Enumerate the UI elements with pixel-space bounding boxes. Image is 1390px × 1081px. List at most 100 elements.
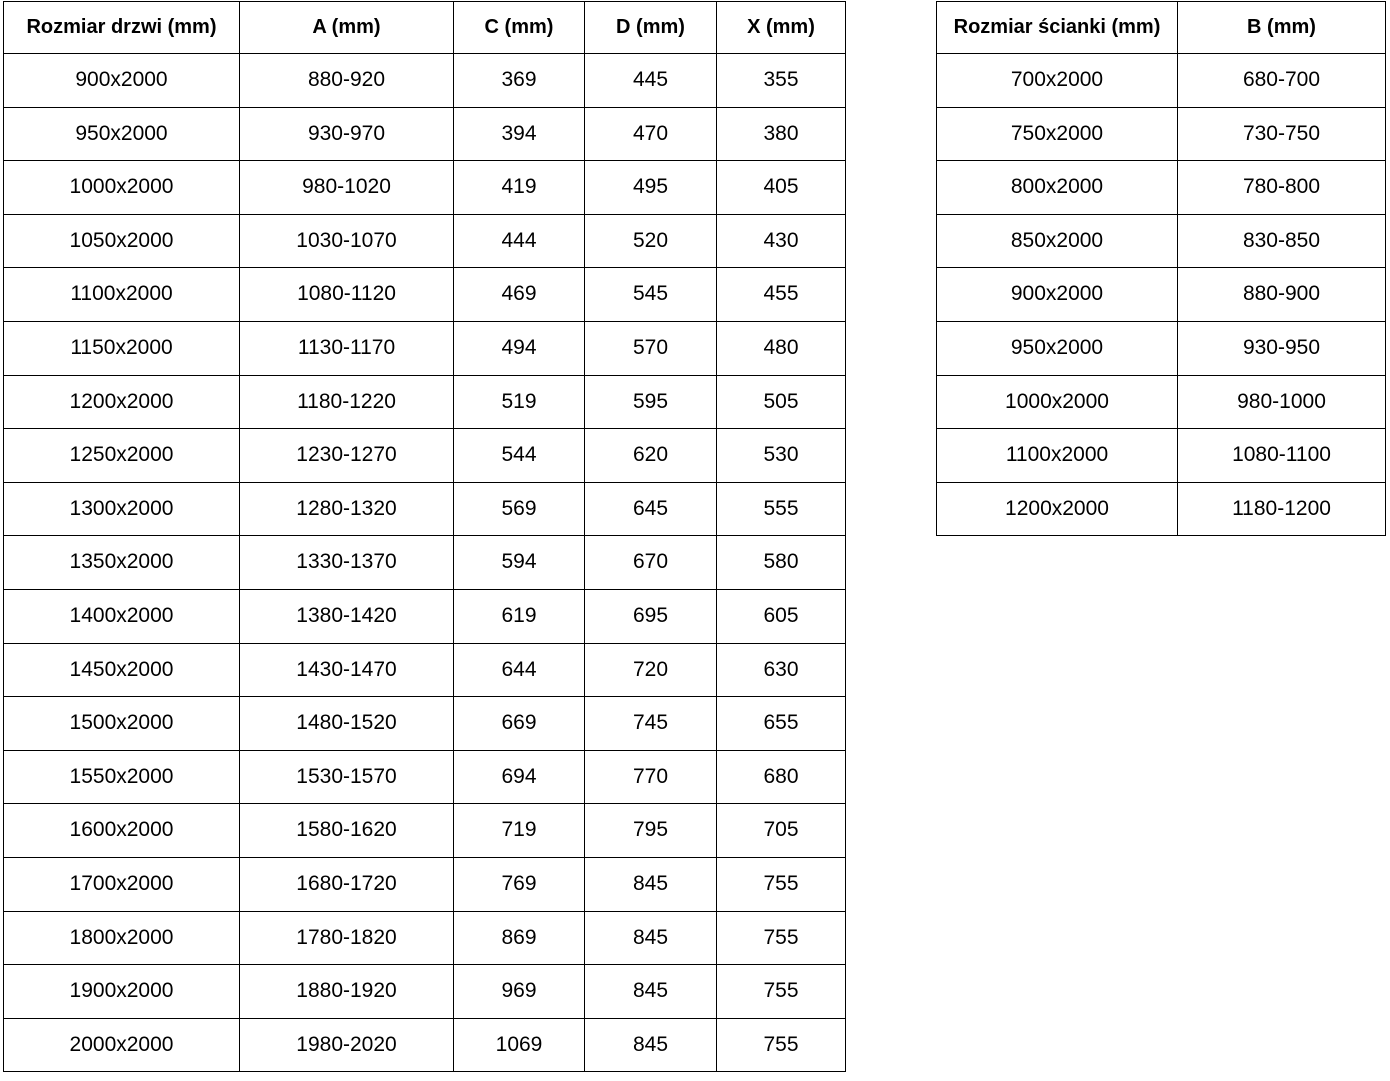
cell-d: 445: [584, 53, 717, 108]
cell-b: 880-900: [1177, 267, 1386, 322]
cell-wall-size: 1100x2000: [936, 428, 1178, 483]
table-row: 1600x2000 1580-1620 719 795 705: [3, 803, 846, 858]
cell-d: 845: [584, 964, 717, 1019]
cell-a: 1880-1920: [239, 964, 454, 1019]
table-row: 700x2000 680-700: [936, 53, 1386, 108]
cell-door-size: 1550x2000: [3, 749, 240, 805]
column-header-d: D (mm): [584, 1, 717, 54]
table-row: 1400x2000 1380-1420 619 695 605: [3, 588, 846, 644]
cell-c: 444: [453, 213, 585, 269]
table-row: 750x2000 730-750: [936, 106, 1386, 162]
cell-b: 830-850: [1177, 213, 1386, 269]
cell-wall-size: 900x2000: [936, 267, 1178, 322]
cell-door-size: 1400x2000: [3, 588, 240, 644]
door-size-table: Rozmiar drzwi (mm) A (mm) C (mm) D (mm) …: [3, 1, 846, 1073]
cell-door-size: 1450x2000: [3, 642, 240, 698]
table-header-row: Rozmiar drzwi (mm) A (mm) C (mm) D (mm) …: [3, 1, 846, 54]
cell-a: 930-970: [239, 106, 454, 162]
cell-door-size: 1150x2000: [3, 320, 240, 376]
cell-c: 719: [453, 803, 585, 858]
table-row: 1800x2000 1780-1820 869 845 755: [3, 910, 846, 966]
table-row: 1300x2000 1280-1320 569 645 555: [3, 481, 846, 537]
table-row: 1100x2000 1080-1120 469 545 455: [3, 267, 846, 322]
cell-a: 1780-1820: [239, 910, 454, 966]
cell-c: 619: [453, 588, 585, 644]
wall-table-body: 700x2000 680-700 750x2000 730-750 800x20…: [936, 53, 1386, 537]
cell-a: 1430-1470: [239, 642, 454, 698]
cell-wall-size: 950x2000: [936, 320, 1178, 376]
cell-door-size: 1050x2000: [3, 213, 240, 269]
cell-a: 1080-1120: [239, 267, 454, 322]
cell-x: 755: [716, 1017, 846, 1073]
cell-door-size: 2000x2000: [3, 1017, 240, 1073]
cell-c: 419: [453, 160, 585, 215]
cell-door-size: 1200x2000: [3, 374, 240, 430]
cell-x: 380: [716, 106, 846, 162]
column-header-rozmiar-scianki: Rozmiar ścianki (mm): [936, 1, 1178, 54]
cell-d: 470: [584, 106, 717, 162]
cell-d: 595: [584, 374, 717, 430]
cell-c: 644: [453, 642, 585, 698]
cell-x: 555: [716, 481, 846, 537]
table-row: 1350x2000 1330-1370 594 670 580: [3, 535, 846, 590]
cell-door-size: 950x2000: [3, 106, 240, 162]
column-header-rozmiar-drzwi: Rozmiar drzwi (mm): [3, 1, 240, 54]
table-row: 1550x2000 1530-1570 694 770 680: [3, 749, 846, 805]
cell-b: 980-1000: [1177, 374, 1386, 430]
cell-x: 755: [716, 910, 846, 966]
table-row: 950x2000 930-950: [936, 320, 1386, 376]
table-row: 1200x2000 1180-1220 519 595 505: [3, 374, 846, 430]
cell-x: 480: [716, 320, 846, 376]
cell-d: 845: [584, 910, 717, 966]
cell-door-size: 1700x2000: [3, 856, 240, 912]
cell-c: 494: [453, 320, 585, 376]
cell-wall-size: 1200x2000: [936, 481, 1178, 537]
cell-b: 680-700: [1177, 53, 1386, 108]
column-header-b: B (mm): [1177, 1, 1386, 54]
table-row: 2000x2000 1980-2020 1069 845 755: [3, 1017, 846, 1073]
cell-d: 745: [584, 696, 717, 751]
cell-a: 1680-1720: [239, 856, 454, 912]
cell-d: 520: [584, 213, 717, 269]
cell-d: 570: [584, 320, 717, 376]
cell-wall-size: 1000x2000: [936, 374, 1178, 430]
cell-d: 645: [584, 481, 717, 537]
table-row: 1700x2000 1680-1720 769 845 755: [3, 856, 846, 912]
table-row: 1000x2000 980-1000: [936, 374, 1386, 430]
column-header-x: X (mm): [716, 1, 846, 54]
cell-a: 1130-1170: [239, 320, 454, 376]
table-row: 1250x2000 1230-1270 544 620 530: [3, 428, 846, 483]
cell-d: 845: [584, 1017, 717, 1073]
cell-a: 1230-1270: [239, 428, 454, 483]
cell-x: 505: [716, 374, 846, 430]
cell-wall-size: 800x2000: [936, 160, 1178, 215]
cell-door-size: 900x2000: [3, 53, 240, 108]
cell-c: 394: [453, 106, 585, 162]
cell-b: 1080-1100: [1177, 428, 1386, 483]
cell-door-size: 1900x2000: [3, 964, 240, 1019]
table-row: 1050x2000 1030-1070 444 520 430: [3, 213, 846, 269]
cell-c: 1069: [453, 1017, 585, 1073]
cell-d: 845: [584, 856, 717, 912]
cell-d: 620: [584, 428, 717, 483]
column-header-c: C (mm): [453, 1, 585, 54]
cell-c: 669: [453, 696, 585, 751]
cell-x: 580: [716, 535, 846, 590]
cell-x: 705: [716, 803, 846, 858]
cell-c: 469: [453, 267, 585, 322]
cell-x: 680: [716, 749, 846, 805]
cell-a: 1180-1220: [239, 374, 454, 430]
cell-door-size: 1250x2000: [3, 428, 240, 483]
cell-x: 605: [716, 588, 846, 644]
wall-table-header: Rozmiar ścianki (mm) B (mm): [936, 1, 1386, 54]
cell-c: 369: [453, 53, 585, 108]
cell-b: 780-800: [1177, 160, 1386, 215]
cell-a: 1030-1070: [239, 213, 454, 269]
cell-door-size: 1600x2000: [3, 803, 240, 858]
cell-c: 569: [453, 481, 585, 537]
cell-door-size: 1350x2000: [3, 535, 240, 590]
cell-c: 594: [453, 535, 585, 590]
cell-x: 755: [716, 856, 846, 912]
cell-c: 544: [453, 428, 585, 483]
cell-d: 695: [584, 588, 717, 644]
